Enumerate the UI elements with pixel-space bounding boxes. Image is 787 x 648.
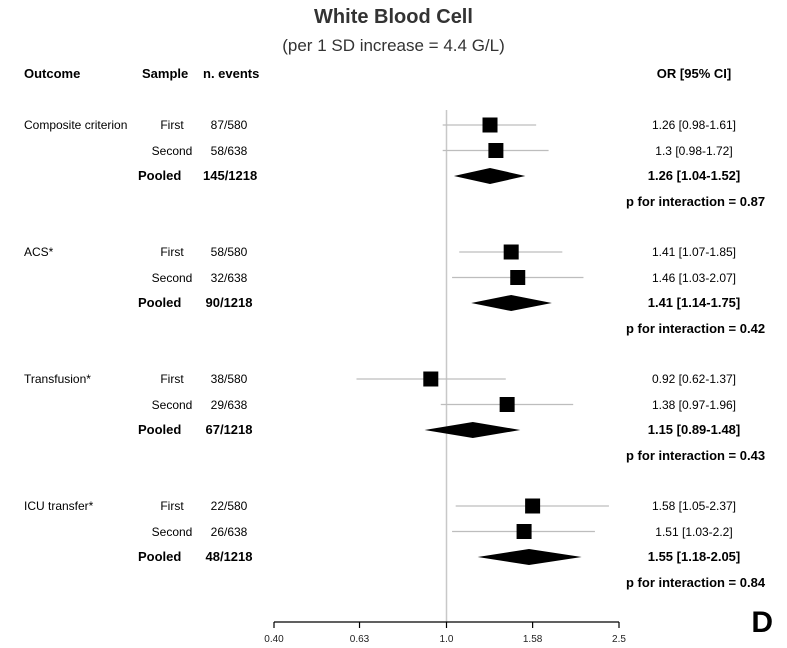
pooled-events-label: 145/1218	[203, 168, 258, 183]
events-label: 58/638	[210, 143, 248, 158]
pooled-or-ci-label: 1.26 [1.04-1.52]	[647, 168, 741, 183]
events-label: 32/638	[210, 270, 248, 285]
or-ci-label: 1.51 [1.03-2.2]	[655, 524, 733, 539]
events-label: 38/580	[210, 372, 248, 386]
estimate-square	[482, 117, 498, 133]
or-ci-label: 1.26 [0.98-1.61]	[651, 118, 737, 132]
pooled-label: Pooled	[138, 549, 182, 564]
header-outcome: Outcome	[24, 66, 81, 81]
pooled-diamond	[453, 168, 526, 184]
outcome-label: ACS*	[24, 245, 54, 259]
or-ci-label: 0.92 [0.62-1.37]	[651, 372, 737, 386]
estimate-square	[423, 371, 439, 387]
events-label: 58/580	[210, 245, 248, 259]
pooled-label: Pooled	[138, 295, 182, 310]
pooled-or-ci-label: 1.15 [0.89-1.48]	[647, 422, 741, 437]
panel-letter: D	[751, 606, 773, 639]
estimate-square	[503, 244, 519, 260]
sample-label: First	[160, 372, 184, 386]
or-ci-label: 1.38 [0.97-1.96]	[651, 397, 737, 412]
events-label: 22/580	[210, 499, 248, 513]
sample-label: Second	[151, 397, 193, 412]
outcome-label: ICU transfer*	[24, 499, 94, 513]
x-tick-label: 0.40	[264, 634, 284, 645]
or-ci-label: 1.46 [1.03-2.07]	[651, 270, 737, 285]
outcome-label: Composite criterion	[24, 118, 128, 132]
p-interaction-label: p for interaction = 0.84	[626, 574, 766, 590]
events-label: 26/638	[210, 524, 248, 539]
pooled-label: Pooled	[138, 422, 182, 437]
pooled-diamond	[477, 549, 582, 565]
estimate-square	[525, 498, 541, 514]
pooled-or-ci-label: 1.41 [1.14-1.75]	[647, 295, 741, 310]
pooled-events-label: 67/1218	[205, 422, 253, 437]
or-ci-label: 1.58 [1.05-2.37]	[651, 499, 737, 513]
x-tick-label: 0.63	[350, 634, 370, 645]
header-sample: Sample	[142, 66, 189, 81]
pooled-label: Pooled	[138, 168, 182, 183]
sample-label: First	[160, 499, 184, 513]
estimate-square	[516, 524, 532, 539]
events-label: 29/638	[210, 397, 248, 412]
pooled-diamond	[424, 422, 521, 438]
header-events: n. events	[203, 66, 260, 81]
pooled-events-label: 90/1218	[205, 295, 253, 310]
sample-label: Second	[151, 270, 193, 285]
pooled-diamond	[471, 295, 552, 311]
pooled-events-label: 48/1218	[205, 549, 253, 564]
or-ci-label: 1.41 [1.07-1.85]	[651, 245, 737, 259]
chart-subtitle: (per 1 SD increase = 4.4 G/L)	[282, 36, 505, 55]
p-interaction-label: p for interaction = 0.43	[626, 447, 766, 463]
estimate-square	[488, 143, 504, 158]
or-ci-label: 1.3 [0.98-1.72]	[655, 143, 733, 158]
sample-label: Second	[151, 143, 193, 158]
x-tick-label: 1.58	[523, 634, 543, 645]
chart-title: White Blood Cell	[314, 6, 473, 28]
estimate-square	[499, 397, 515, 412]
p-interaction-label: p for interaction = 0.42	[626, 320, 766, 336]
sample-label: Second	[151, 524, 193, 539]
events-label: 87/580	[210, 118, 248, 132]
header-or: OR [95% CI]	[656, 66, 732, 81]
sample-label: First	[160, 118, 184, 132]
sample-label: First	[160, 245, 184, 259]
p-interaction-label: p for interaction = 0.87	[626, 193, 766, 209]
x-tick-label: 1.0	[440, 634, 454, 645]
outcome-label: Transfusion*	[24, 372, 91, 386]
pooled-or-ci-label: 1.55 [1.18-2.05]	[647, 549, 741, 564]
x-tick-label: 2.5	[612, 634, 626, 645]
estimate-square	[510, 270, 526, 285]
